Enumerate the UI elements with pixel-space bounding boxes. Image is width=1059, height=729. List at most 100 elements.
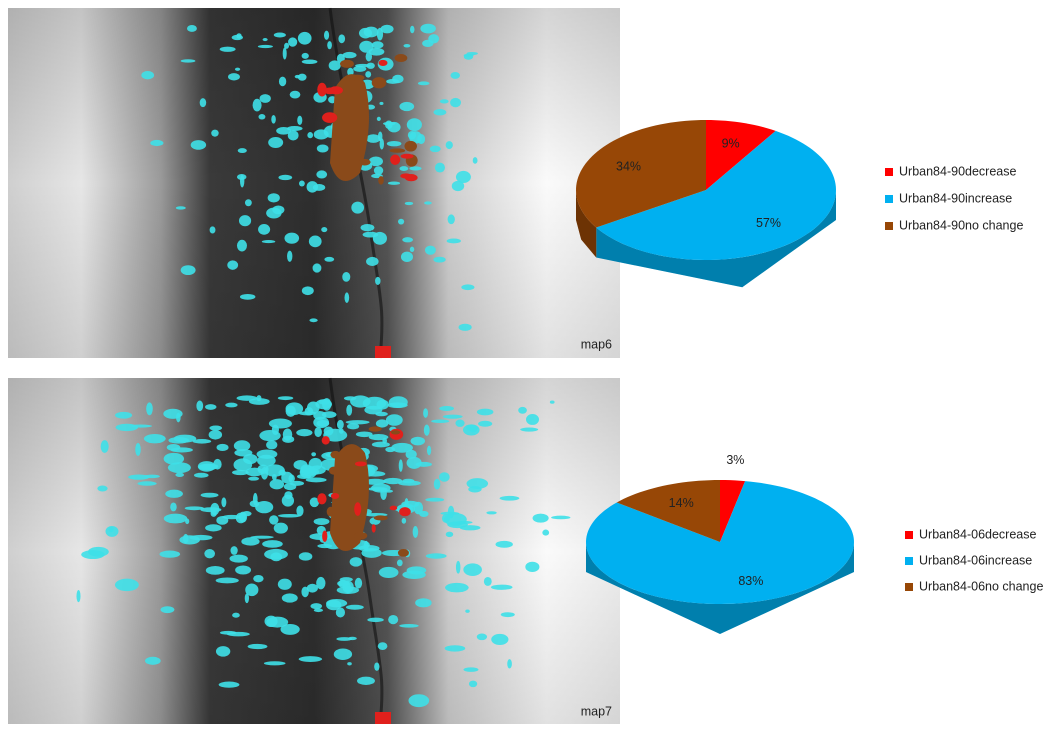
urban-patch — [414, 502, 423, 515]
urban-patch — [245, 199, 252, 206]
urban-patch — [390, 506, 398, 511]
urban-patch — [460, 525, 481, 530]
urban-patch — [491, 585, 513, 590]
urban-patch — [399, 102, 414, 111]
urban-patch — [211, 130, 218, 137]
urban-patch — [469, 681, 477, 688]
urban-patch — [380, 138, 384, 149]
urban-patch — [407, 457, 422, 469]
urban-patch — [354, 502, 361, 516]
urban-patch — [225, 403, 237, 408]
urban-patch — [322, 112, 337, 123]
urban-patch — [329, 60, 341, 70]
legend-label: Urban84-06decrease — [919, 527, 1036, 541]
data-label: 83% — [738, 574, 763, 588]
urban-patch — [262, 540, 283, 548]
urban-patch — [185, 518, 189, 524]
urban-patch — [222, 515, 241, 519]
urban-patch — [402, 237, 413, 242]
urban-patch — [232, 613, 240, 618]
urban-patch — [171, 447, 193, 452]
data-label: 34% — [616, 159, 641, 173]
urban-patch — [164, 514, 187, 524]
urban-patch — [259, 430, 280, 441]
urban-patch — [181, 265, 196, 275]
urban-patch — [407, 118, 422, 131]
urban-patch — [269, 515, 278, 524]
urban-patch — [439, 472, 450, 482]
urban-patch — [97, 486, 107, 492]
urban-patch — [388, 181, 400, 184]
figure: map6 map7 9%57%34%Urban84-90decreaseUrba… — [0, 0, 1059, 724]
urban-patch — [434, 109, 447, 115]
urban-patch — [464, 667, 479, 672]
urban-patch — [288, 130, 299, 140]
urban-patch — [415, 598, 431, 607]
urban-patch — [221, 497, 226, 507]
urban-patch — [310, 603, 322, 609]
urban-patch — [463, 563, 482, 576]
urban-patch — [179, 535, 200, 544]
urban-patch — [350, 557, 363, 566]
urban-patch — [240, 294, 255, 300]
urban-patch — [297, 116, 302, 125]
urban-patch — [399, 507, 411, 516]
urban-patch — [309, 318, 317, 322]
urban-patch — [346, 405, 352, 416]
urban-patch — [409, 694, 430, 707]
urban-patch — [355, 461, 367, 466]
urban-patch — [361, 224, 375, 231]
urban-patch — [401, 252, 413, 262]
urban-patch — [443, 415, 463, 419]
urban-patch — [274, 523, 288, 534]
legend-label: Urban84-06no change — [919, 579, 1043, 593]
urban-patch — [81, 550, 104, 559]
urban-patch — [378, 642, 388, 650]
urban-patch — [137, 481, 156, 485]
urban-patch — [388, 615, 398, 624]
urban-patch — [425, 246, 436, 255]
legend-label: Urban84-06increase — [919, 553, 1032, 567]
urban-patch — [314, 518, 330, 525]
urban-patch — [307, 132, 313, 138]
urban-patch — [230, 546, 237, 555]
urban-patch — [205, 404, 217, 410]
urban-patch — [550, 400, 555, 403]
urban-patch — [237, 395, 258, 400]
urban-patch — [444, 513, 467, 526]
urban-patch — [210, 503, 219, 515]
urban-patch — [248, 477, 259, 481]
urban-patch — [268, 137, 283, 148]
urban-patch — [477, 409, 494, 416]
urban-patch — [205, 524, 222, 531]
urban-patch — [264, 661, 286, 665]
urban-patch — [250, 536, 273, 539]
urban-patch — [316, 420, 329, 427]
urban-patch — [266, 440, 277, 449]
urban-patch — [377, 117, 381, 121]
urban-patch — [284, 43, 289, 49]
urban-patch — [423, 408, 428, 418]
urban-patch — [542, 530, 549, 536]
urban-patch — [322, 436, 330, 444]
urban-patch — [399, 459, 403, 471]
urban-patch — [268, 193, 280, 202]
urban-patch — [282, 436, 294, 443]
urban-patch — [379, 102, 383, 105]
urban-patch — [551, 516, 570, 520]
urban-patch — [390, 148, 405, 152]
urban-patch — [367, 618, 383, 623]
urban-patch — [115, 412, 132, 419]
urban-patch — [410, 247, 415, 252]
urban-patch — [507, 659, 512, 668]
urban-patch — [369, 48, 385, 56]
urban-patch — [448, 214, 455, 224]
urban-patch — [348, 637, 357, 640]
urban-patch — [302, 53, 309, 59]
urban-patch — [200, 98, 207, 107]
urban-patch — [334, 648, 352, 660]
urban-patch — [368, 487, 388, 491]
urban-patch — [286, 405, 296, 416]
urban-patch — [399, 166, 408, 171]
urban-patch — [245, 584, 258, 597]
